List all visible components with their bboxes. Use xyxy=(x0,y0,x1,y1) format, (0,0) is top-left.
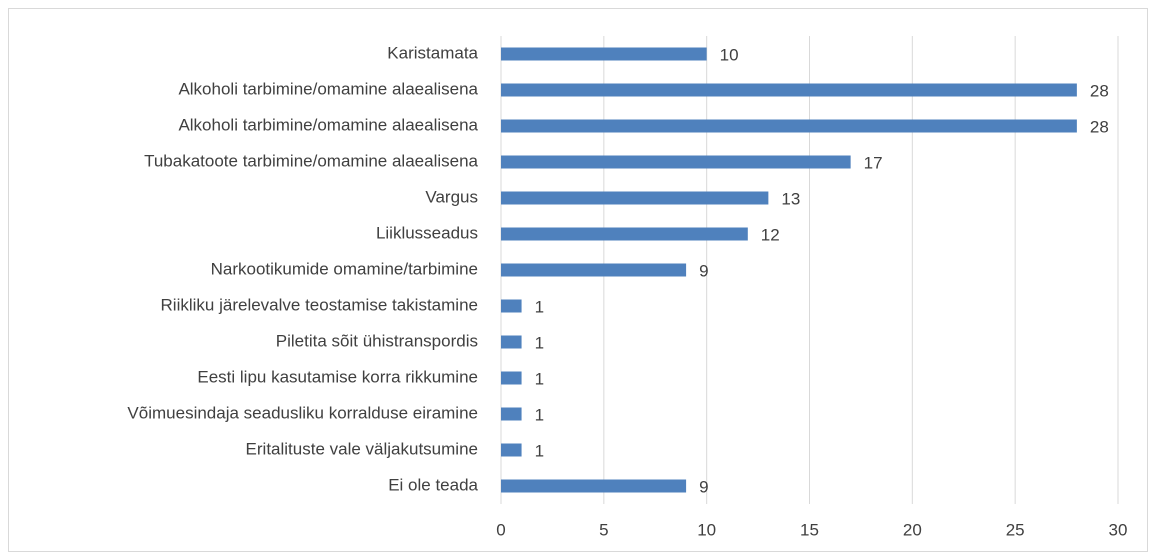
y-tick-label: Alkoholi tarbimine/omamine alaealisena xyxy=(178,79,478,98)
data-label: 28 xyxy=(1090,117,1109,136)
y-tick-label: Vargus xyxy=(425,187,478,206)
data-label: 9 xyxy=(699,261,708,280)
y-tick-label: Karistamata xyxy=(387,43,478,62)
data-label: 10 xyxy=(720,45,739,64)
data-label: 13 xyxy=(781,189,800,208)
x-tick-label: 25 xyxy=(1006,520,1025,539)
y-tick-label: Eesti lipu kasutamise korra rikkumine xyxy=(197,367,478,386)
y-tick-label: Riikliku järelevalve teostamise takistam… xyxy=(161,295,478,314)
x-tick-label: 15 xyxy=(800,520,819,539)
bar xyxy=(501,119,1077,133)
bar xyxy=(501,335,522,349)
bar xyxy=(501,407,522,421)
y-tick-label: Narkootikumide omamine/tarbimine xyxy=(211,259,478,278)
bar xyxy=(501,227,748,241)
data-label: 9 xyxy=(699,477,708,496)
data-label: 1 xyxy=(535,297,544,316)
x-tick-label: 30 xyxy=(1109,520,1128,539)
data-label: 1 xyxy=(535,333,544,352)
y-tick-label: Võimuesindaja seadusliku korralduse eira… xyxy=(127,403,478,422)
x-tick-label: 5 xyxy=(599,520,608,539)
data-label: 1 xyxy=(535,441,544,460)
y-tick-label: Tubakatoote tarbimine/omamine alaealisen… xyxy=(144,151,478,170)
bar xyxy=(501,47,707,61)
x-tick-label: 0 xyxy=(496,520,505,539)
data-label: 1 xyxy=(535,405,544,424)
bar xyxy=(501,299,522,313)
bar xyxy=(501,155,851,169)
bar xyxy=(501,443,522,457)
bar xyxy=(501,479,687,493)
data-label: 17 xyxy=(864,153,883,172)
chart-border xyxy=(8,8,1148,552)
data-label: 28 xyxy=(1090,81,1109,100)
bar xyxy=(501,83,1077,97)
bar xyxy=(501,191,769,205)
y-tick-label: Alkoholi tarbimine/omamine alaealisena xyxy=(178,115,478,134)
data-label: 1 xyxy=(535,369,544,388)
y-tick-label: Ei ole teada xyxy=(388,475,478,494)
y-tick-label: Piletita sõit ühistranspordis xyxy=(276,331,478,350)
data-label: 12 xyxy=(761,225,780,244)
bar xyxy=(501,371,522,385)
y-tick-label: Eritalituste vale väljakutsumine xyxy=(246,439,478,458)
x-tick-label: 10 xyxy=(697,520,716,539)
x-tick-label: 20 xyxy=(903,520,922,539)
bar xyxy=(501,263,687,277)
y-tick-label: Liiklusseadus xyxy=(376,223,478,242)
